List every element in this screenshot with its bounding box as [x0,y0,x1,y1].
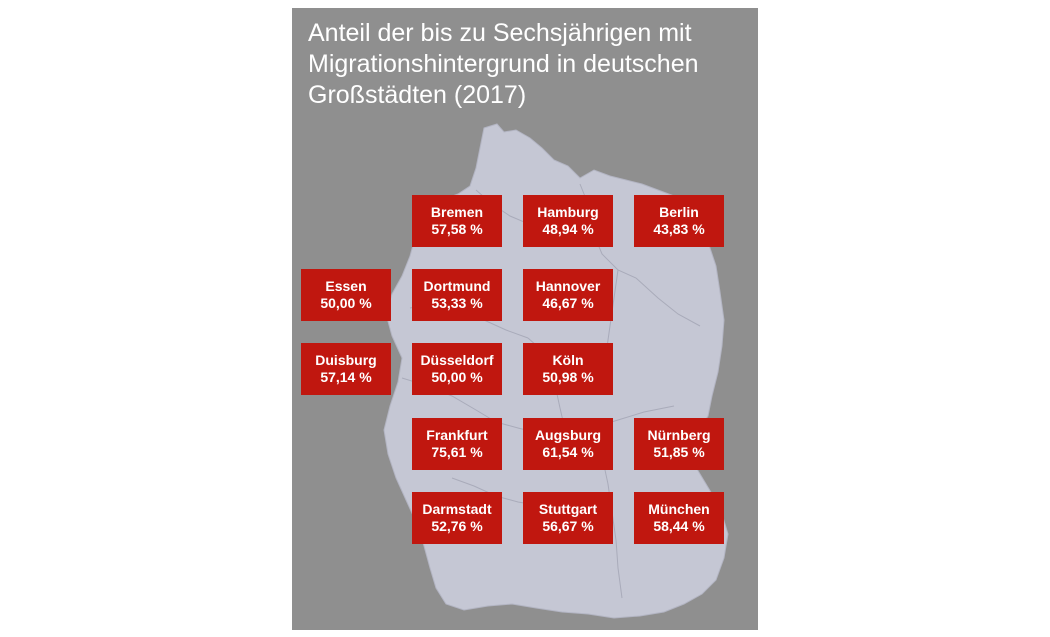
city-value: 61,54 % [542,444,594,460]
city-value: 50,98 % [542,369,594,385]
city-value: 57,14 % [320,369,372,385]
city-box-frankfurt: Frankfurt 75,61 % [412,418,502,470]
city-name: Frankfurt [426,427,488,443]
city-name: Darmstadt [422,501,492,517]
city-name: Düsseldorf [420,352,494,368]
city-box-stuttgart: Stuttgart 56,67 % [523,492,613,544]
city-box-dortmund: Dortmund 53,33 % [412,269,502,321]
city-box-nuernberg: Nürnberg 51,85 % [634,418,724,470]
city-name: Stuttgart [538,501,598,517]
city-value: 43,83 % [653,221,705,237]
city-box-hamburg: Hamburg 48,94 % [523,195,613,247]
city-value: 53,33 % [431,295,483,311]
city-value: 50,00 % [431,369,483,385]
city-value: 52,76 % [431,518,483,534]
city-name: Duisburg [315,352,377,368]
city-box-darmstadt: Darmstadt 52,76 % [412,492,502,544]
city-value: 46,67 % [542,295,594,311]
city-box-hannover: Hannover 46,67 % [523,269,613,321]
city-name: Augsburg [534,427,602,443]
city-name: Dortmund [423,278,491,294]
city-box-duesseldorf: Düsseldorf 50,00 % [412,343,502,395]
city-box-koeln: Köln 50,98 % [523,343,613,395]
city-value: 57,58 % [431,221,483,237]
city-value: 48,94 % [542,221,594,237]
city-name: Berlin [659,204,699,220]
map-panel: Anteil der bis zu Sechsjährigen mit Migr… [292,8,758,630]
city-box-augsburg: Augsburg 61,54 % [523,418,613,470]
city-box-berlin: Berlin 43,83 % [634,195,724,247]
city-name: Nürnberg [647,427,711,443]
city-box-bremen: Bremen 57,58 % [412,195,502,247]
city-value: 58,44 % [653,518,705,534]
map-title: Anteil der bis zu Sechsjährigen mit Migr… [308,19,699,109]
city-value: 56,67 % [542,518,594,534]
city-box-duisburg: Duisburg 57,14 % [301,343,391,395]
city-value: 75,61 % [431,444,483,460]
city-name: Hamburg [537,204,599,220]
city-value: 50,00 % [320,295,372,311]
city-value: 51,85 % [653,444,705,460]
city-box-essen: Essen 50,00 % [301,269,391,321]
city-box-muenchen: München 58,44 % [634,492,724,544]
city-name: Bremen [430,204,484,220]
city-name: Köln [552,352,584,368]
city-name: Hannover [535,278,601,294]
city-name: Essen [325,278,367,294]
city-name: München [648,501,710,517]
